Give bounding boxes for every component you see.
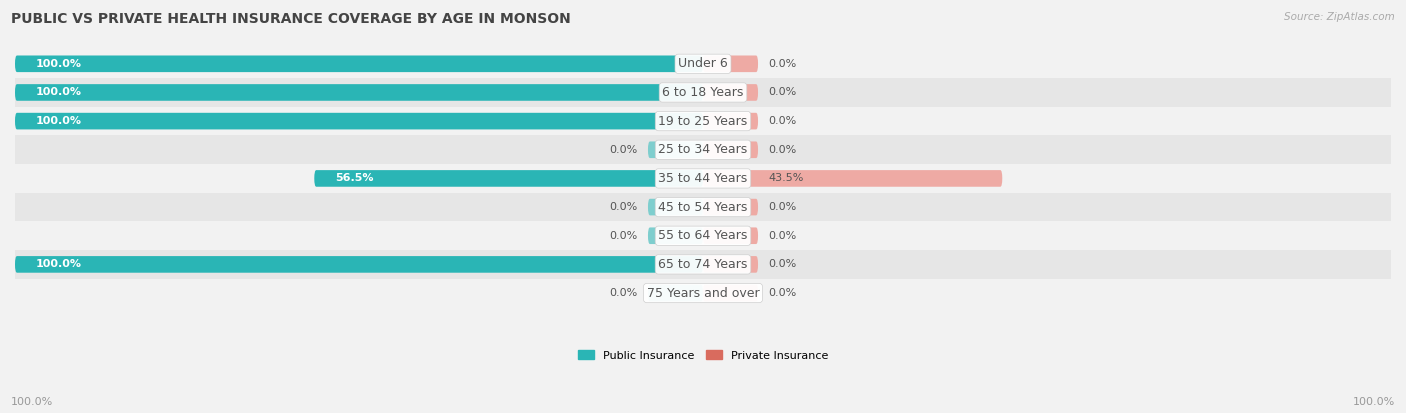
Text: 0.0%: 0.0% xyxy=(768,288,797,298)
Text: 6 to 18 Years: 6 to 18 Years xyxy=(662,86,744,99)
Bar xyxy=(15,50,1391,78)
FancyBboxPatch shape xyxy=(703,228,758,244)
Text: PUBLIC VS PRIVATE HEALTH INSURANCE COVERAGE BY AGE IN MONSON: PUBLIC VS PRIVATE HEALTH INSURANCE COVER… xyxy=(11,12,571,26)
FancyBboxPatch shape xyxy=(648,285,703,301)
Text: 35 to 44 Years: 35 to 44 Years xyxy=(658,172,748,185)
FancyBboxPatch shape xyxy=(703,55,758,72)
FancyBboxPatch shape xyxy=(648,142,703,158)
Text: 0.0%: 0.0% xyxy=(609,231,638,241)
FancyBboxPatch shape xyxy=(15,113,703,129)
FancyBboxPatch shape xyxy=(703,113,758,129)
Text: 0.0%: 0.0% xyxy=(609,202,638,212)
Text: 45 to 54 Years: 45 to 54 Years xyxy=(658,201,748,214)
Legend: Public Insurance, Private Insurance: Public Insurance, Private Insurance xyxy=(578,350,828,361)
Bar xyxy=(15,164,1391,193)
Text: 56.5%: 56.5% xyxy=(335,173,374,183)
Text: 25 to 34 Years: 25 to 34 Years xyxy=(658,143,748,156)
FancyBboxPatch shape xyxy=(703,256,758,273)
Text: 19 to 25 Years: 19 to 25 Years xyxy=(658,115,748,128)
Text: 100.0%: 100.0% xyxy=(35,88,82,97)
Text: 100.0%: 100.0% xyxy=(35,59,82,69)
FancyBboxPatch shape xyxy=(15,256,703,273)
FancyBboxPatch shape xyxy=(703,84,758,101)
Bar xyxy=(15,221,1391,250)
FancyBboxPatch shape xyxy=(703,199,758,216)
FancyBboxPatch shape xyxy=(648,228,703,244)
Text: 55 to 64 Years: 55 to 64 Years xyxy=(658,229,748,242)
Text: 0.0%: 0.0% xyxy=(609,288,638,298)
Text: 100.0%: 100.0% xyxy=(1353,397,1395,407)
Text: 43.5%: 43.5% xyxy=(768,173,804,183)
Text: 100.0%: 100.0% xyxy=(35,259,82,269)
Text: 0.0%: 0.0% xyxy=(768,145,797,155)
Bar xyxy=(15,107,1391,135)
FancyBboxPatch shape xyxy=(703,285,758,301)
Text: 0.0%: 0.0% xyxy=(768,88,797,97)
Text: Under 6: Under 6 xyxy=(678,57,728,70)
Text: Source: ZipAtlas.com: Source: ZipAtlas.com xyxy=(1284,12,1395,22)
FancyBboxPatch shape xyxy=(703,170,1002,187)
Text: 0.0%: 0.0% xyxy=(768,59,797,69)
Bar xyxy=(15,250,1391,279)
Text: 75 Years and over: 75 Years and over xyxy=(647,287,759,299)
FancyBboxPatch shape xyxy=(703,142,758,158)
FancyBboxPatch shape xyxy=(315,170,703,187)
Bar xyxy=(15,78,1391,107)
Text: 100.0%: 100.0% xyxy=(35,116,82,126)
FancyBboxPatch shape xyxy=(15,55,703,72)
Text: 0.0%: 0.0% xyxy=(609,145,638,155)
Text: 0.0%: 0.0% xyxy=(768,202,797,212)
FancyBboxPatch shape xyxy=(15,84,703,101)
Text: 0.0%: 0.0% xyxy=(768,231,797,241)
Bar xyxy=(15,279,1391,307)
Text: 0.0%: 0.0% xyxy=(768,116,797,126)
FancyBboxPatch shape xyxy=(648,199,703,216)
Bar xyxy=(15,193,1391,221)
Text: 100.0%: 100.0% xyxy=(11,397,53,407)
Text: 0.0%: 0.0% xyxy=(768,259,797,269)
Text: 65 to 74 Years: 65 to 74 Years xyxy=(658,258,748,271)
Bar xyxy=(15,135,1391,164)
